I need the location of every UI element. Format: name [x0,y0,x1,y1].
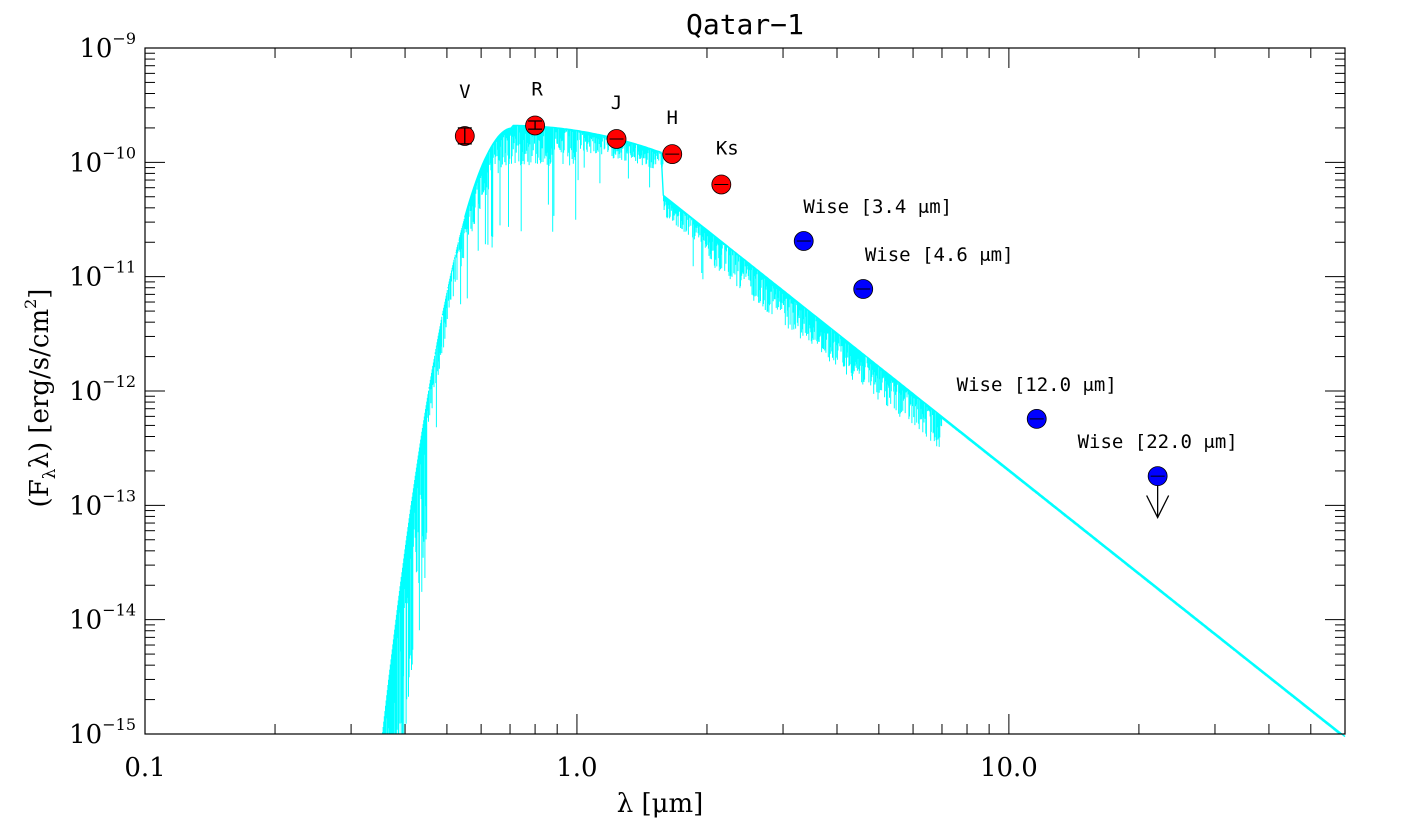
y-tick-label: 10−15 [69,715,136,750]
y-tick-label: 10−14 [69,601,136,636]
band-labels: V R J H Ks Wise [3.4 μm] Wise [4.6 μm] Wise [12… [459,78,1238,453]
x-tick-label: 1.0 [556,753,597,783]
point-label: Ks [716,137,739,159]
x-tick-label: 10.0 [980,753,1038,783]
y-tick-label: 10−11 [69,258,136,293]
y-tick-label: 10−10 [69,143,136,178]
point-label: V [459,81,470,103]
photometry-points [454,115,1170,519]
x-tick-labels: 0.1 1.0 10.0 [124,753,1038,783]
x-tick-label: 0.1 [124,753,165,783]
point-label: Wise [3.4 μm] [803,196,952,218]
y-axis-label: (Fλλ) [erg/s/cm2] [21,289,60,508]
point-label: H [667,107,678,129]
y-tick-label: 10−12 [69,372,136,407]
plot-frame [144,47,1346,735]
upper-limit-arrow [1146,495,1170,519]
x-axis-label: λ [μm] [617,789,704,819]
point-label: J [611,92,622,114]
y-tick-label: 10−9 [79,29,136,64]
point-label: Wise [4.6 μm] [865,244,1014,266]
axis-ticks [144,47,1346,735]
y-tick-label: 10−13 [69,486,136,521]
point-label: R [531,78,543,100]
chart-title: Qatar−1 [686,8,804,41]
y-tick-labels: 10−15 10−14 10−13 10−12 10−11 10−10 10−9 [69,29,136,750]
point-label: Wise [22.0 μm] [1078,431,1238,453]
point-label: Wise [12.0 μm] [957,374,1117,396]
